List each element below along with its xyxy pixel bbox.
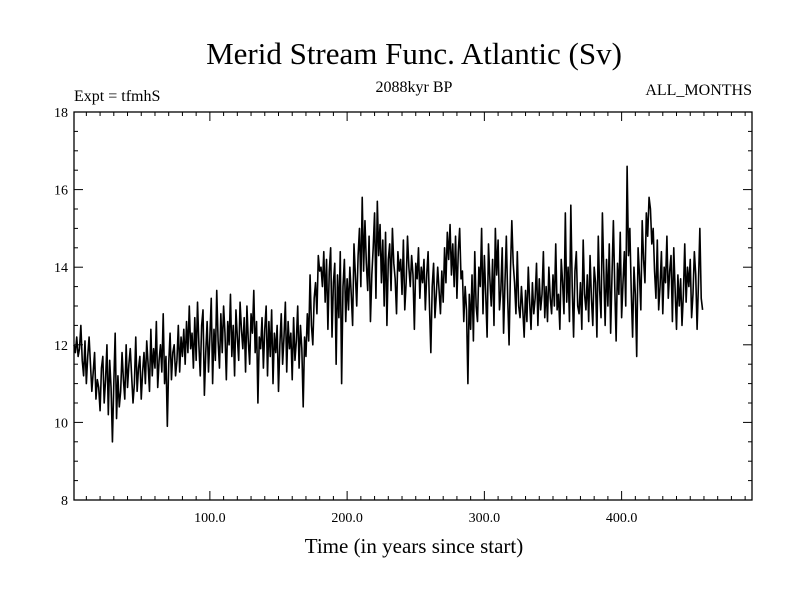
series-group — [73, 165, 704, 443]
axis-tick-labels: 100.0 200.0 300.0 400.0 8 10 12 14 16 18 — [54, 106, 637, 526]
x-tick-label: 100.0 — [194, 511, 226, 526]
chart-subtitle: 2088kyr BP — [376, 79, 453, 96]
x-axis-label: Time (in years since start) — [305, 534, 524, 558]
months-label: ALL_MONTHS — [645, 82, 752, 99]
y-tick-label: 18 — [54, 106, 68, 121]
axis-ticks — [74, 111, 752, 501]
y-tick-label: 10 — [54, 416, 68, 431]
series-line — [73, 165, 704, 443]
x-tick-label: 300.0 — [469, 511, 501, 526]
y-tick-label: 14 — [54, 261, 68, 276]
chart-title: Merid Stream Func. Atlantic (Sv) — [206, 36, 622, 71]
y-tick-label: 8 — [61, 494, 68, 509]
y-tick-label: 16 — [54, 184, 68, 199]
experiment-label: Expt = tfmhS — [74, 88, 160, 105]
x-tick-label: 400.0 — [606, 511, 638, 526]
x-tick-label: 200.0 — [331, 511, 363, 526]
y-tick-label: 12 — [54, 339, 68, 354]
